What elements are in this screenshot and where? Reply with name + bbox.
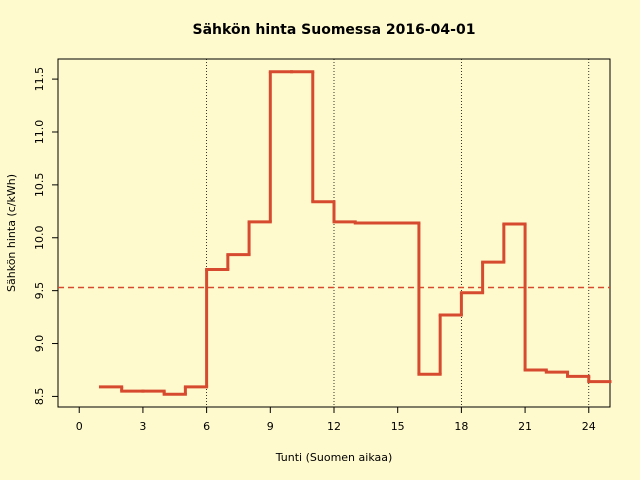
x-tick-label: 18 (454, 420, 468, 433)
y-tick-label: 11.5 (33, 67, 46, 92)
chart-title: Sähkön hinta Suomessa 2016-04-01 (193, 22, 476, 38)
x-tick-label: 15 (391, 420, 405, 433)
x-tick-label: 24 (582, 420, 596, 433)
y-tick-label: 8.5 (33, 388, 46, 406)
y-tick-label: 10.5 (33, 173, 46, 198)
y-tick-label: 9.0 (33, 335, 46, 353)
x-tick-label: 3 (139, 420, 146, 433)
y-tick-label: 10.0 (33, 226, 46, 251)
x-tick-label: 0 (76, 420, 83, 433)
y-tick-label: 9.5 (33, 282, 46, 300)
x-tick-label: 12 (327, 420, 341, 433)
y-axis-label: Sähkön hinta (c/kWh) (5, 174, 18, 292)
x-tick-label: 9 (267, 420, 274, 433)
x-axis-label: Tunti (Suomen aikaa) (275, 451, 393, 464)
x-tick-label: 21 (518, 420, 532, 433)
x-tick-label: 6 (203, 420, 210, 433)
y-tick-label: 11.0 (33, 120, 46, 145)
